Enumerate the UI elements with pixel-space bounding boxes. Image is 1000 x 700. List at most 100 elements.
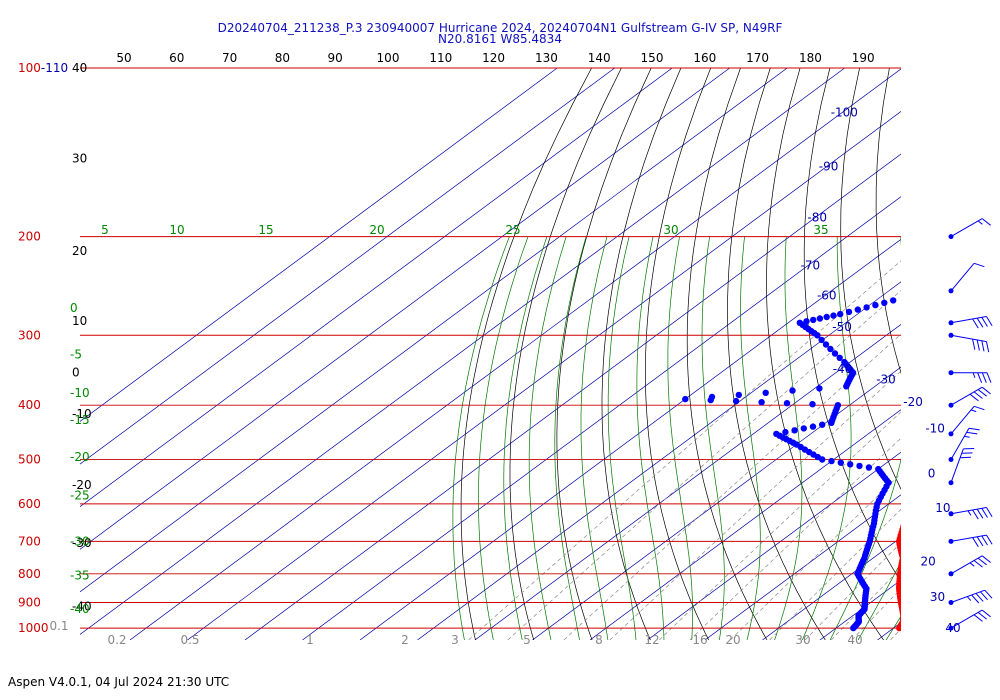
- theta-top-label: 140: [588, 51, 611, 65]
- temperature-point: [928, 271, 934, 277]
- chart-grid: [80, 68, 1000, 640]
- wind-barb-flag: [976, 536, 984, 547]
- dry-adiabat-line: [766, 68, 884, 640]
- dewpoint-point: [783, 400, 791, 407]
- dewpoint-point: [875, 465, 882, 473]
- wind-barb: [948, 448, 975, 486]
- moist-left-label: -40: [70, 602, 90, 616]
- temperature-point: [924, 407, 930, 413]
- mixing-ratio-label: 8: [595, 633, 603, 647]
- dewpoint-point: [803, 318, 810, 325]
- moist-adiabat-line: [607, 236, 637, 640]
- isotherm-line: [647, 451, 901, 640]
- isotherm-label: -40: [833, 362, 853, 376]
- temperature-point: [936, 233, 942, 239]
- isobar-lines: [80, 67, 901, 629]
- wind-barb-flag: [981, 555, 991, 563]
- dewpoint-point: [762, 389, 769, 396]
- wind-barb-staff: [950, 534, 987, 542]
- mixing-ratio-line: [769, 508, 901, 640]
- temperature-point: [899, 526, 901, 533]
- moist-left-label: -10: [70, 386, 90, 400]
- left-axis-label: 40: [72, 61, 87, 75]
- dry-adiabat-line: [645, 68, 712, 640]
- pressure-label: 400: [18, 398, 41, 412]
- temperature-point: [902, 517, 908, 523]
- moist-top-label: 15: [258, 223, 273, 237]
- wind-barb: [948, 555, 991, 577]
- dry-adiabat-line: [803, 68, 901, 583]
- chart-title-line2: N20.8161 W85.4834: [438, 32, 562, 46]
- dry-adiabat-line: [509, 68, 622, 640]
- wind-barb-flag: [975, 593, 984, 602]
- wind-barb-staff: [950, 262, 975, 292]
- mixing-ratio-line: [507, 290, 901, 640]
- wind-barb: [948, 534, 993, 547]
- moist-top-label: 30: [663, 223, 678, 237]
- temperature-point: [916, 452, 922, 458]
- moist-top-label: 5: [101, 223, 109, 237]
- wind-barb-flag: [973, 560, 983, 568]
- wind-barb: [948, 405, 985, 437]
- wind-barb: [948, 262, 985, 294]
- pressure-label: 1000: [18, 621, 49, 635]
- dry-adiabat-line: [686, 68, 768, 640]
- dry-adiabat-line: [727, 68, 826, 640]
- moist-top-label: 20: [369, 223, 384, 237]
- mixing-ratio-label: 1: [306, 633, 314, 647]
- temperature-point: [924, 325, 930, 331]
- moist-top-label: 35: [813, 223, 828, 237]
- isotherm-line: [80, 68, 558, 422]
- wind-barb-flag: [981, 218, 991, 226]
- temperature-point: [922, 392, 928, 398]
- wind-barb-flag: [966, 431, 978, 435]
- dewpoint-point: [732, 397, 740, 405]
- dewpoint-point: [682, 395, 689, 403]
- isotherm-line: [244, 153, 901, 640]
- wind-barb: [948, 609, 991, 631]
- dewpoint-point: [789, 387, 796, 394]
- temperature-point: [925, 332, 931, 338]
- temperature-point: [900, 614, 901, 619]
- wind-barb-flag: [981, 340, 985, 352]
- mixing-ratio-label: 2: [401, 633, 409, 647]
- mixing-ratio-line: [730, 473, 901, 640]
- left-axis-label: 20: [72, 244, 87, 258]
- isotherm-label: -50: [832, 320, 852, 334]
- wind-barb-flag: [973, 262, 985, 268]
- wind-barb-flag: [981, 386, 991, 395]
- dewpoint-point: [773, 430, 780, 438]
- temperature-point: [901, 520, 907, 526]
- wind-barb-half-flag: [964, 435, 970, 438]
- dewpoint-point: [881, 299, 888, 306]
- temperature-point: [923, 397, 929, 403]
- dry-adiabat-line: [840, 68, 901, 490]
- wind-barb-half-flag: [967, 510, 972, 516]
- isotherm-label: -20: [903, 395, 923, 409]
- isotherm-label: 20: [921, 554, 936, 568]
- theta-top-label: 110: [429, 51, 452, 65]
- wind-barbs: [948, 218, 993, 631]
- left-axis-label: 30: [72, 151, 87, 165]
- wind-barb-staff: [950, 316, 987, 324]
- temperature-point: [929, 262, 935, 268]
- mixing-ratio-label: 0.1: [49, 619, 68, 633]
- wind-barb-half-flag: [966, 596, 972, 601]
- wind-barb: [948, 589, 993, 605]
- dewpoint-point: [818, 336, 825, 344]
- temperature-point: [914, 464, 920, 470]
- theta-top-label: 180: [799, 51, 822, 65]
- dewpoint-point: [819, 421, 826, 428]
- wind-barb-flag: [972, 537, 979, 547]
- moist-adiabat-line: [452, 236, 510, 640]
- moist-left-label: -30: [70, 534, 90, 548]
- dry-adiabat-line: [601, 68, 682, 640]
- mixing-ratio-line: [468, 260, 901, 640]
- dewpoint-point: [863, 304, 870, 311]
- moist-adiabat-line: [943, 237, 1000, 640]
- mixing-ratio-label: 5: [523, 633, 531, 647]
- wind-barb-flag: [984, 589, 993, 599]
- theta-top-label: 60: [169, 51, 184, 65]
- theta-top-label: 130: [535, 51, 558, 65]
